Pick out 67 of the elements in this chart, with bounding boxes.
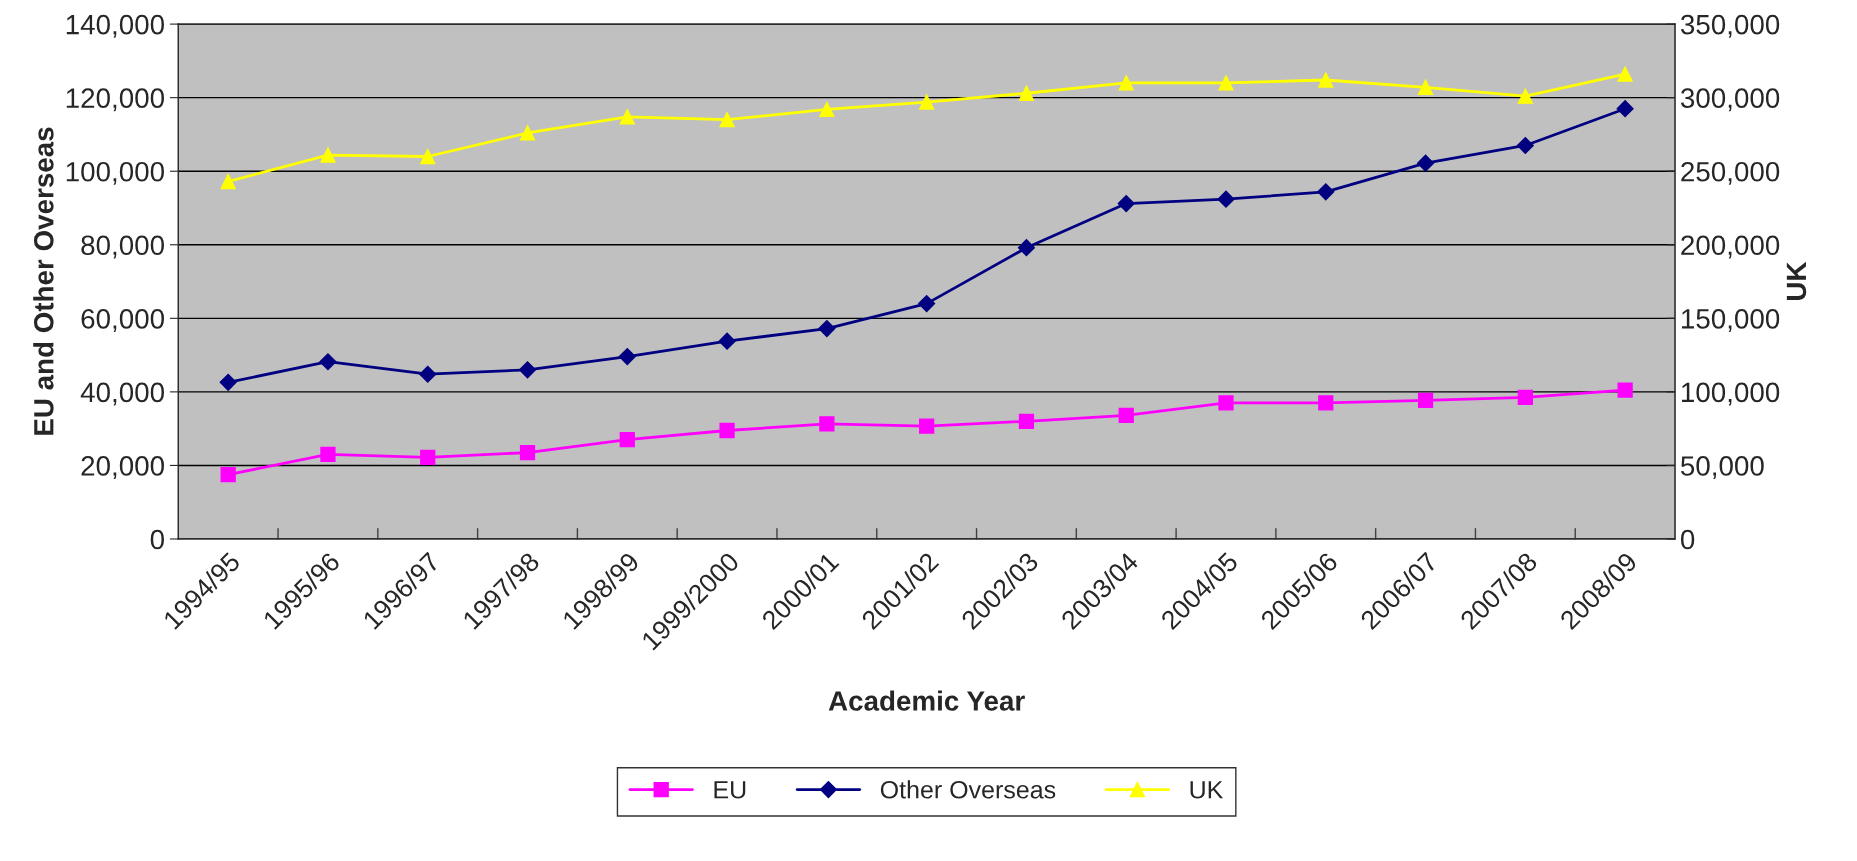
point	[919, 94, 935, 110]
y-tick-label: 120,000	[66, 88, 164, 112]
point	[918, 295, 936, 313]
point	[420, 449, 436, 465]
point	[719, 422, 735, 439]
y2-axis-title: UK	[1786, 261, 1807, 300]
point	[819, 416, 835, 432]
point	[819, 101, 835, 118]
y-tick-label: 80,000	[81, 235, 164, 259]
point	[618, 348, 636, 366]
point	[419, 365, 437, 383]
point	[818, 320, 836, 338]
point	[1417, 392, 1434, 408]
point	[1118, 75, 1134, 91]
y-axis-title: EU and Other Overseas	[33, 127, 54, 435]
point	[220, 173, 236, 190]
point	[719, 112, 735, 128]
point	[320, 147, 336, 163]
y2-tick-label: 350,000	[1680, 14, 1780, 38]
legend-label: EU	[714, 781, 746, 799]
point	[1516, 136, 1534, 155]
y-tick-label: 40,000	[80, 382, 164, 406]
point	[319, 353, 337, 371]
y-tick-label: 0	[150, 529, 164, 550]
y-tick-label: 60,000	[81, 308, 164, 332]
x-axis-title: Academic Year	[828, 690, 1025, 711]
point	[1317, 183, 1335, 201]
point	[518, 361, 537, 379]
y2-tick-label: 200,000	[1681, 235, 1780, 259]
point	[1117, 195, 1135, 213]
point	[219, 373, 237, 391]
point	[1217, 190, 1235, 208]
y2-tick-label: 250,000	[1681, 161, 1780, 185]
point	[1517, 88, 1533, 104]
point	[519, 125, 536, 141]
point	[1617, 382, 1633, 398]
point	[1218, 75, 1234, 91]
y2-tick-label: 0	[1680, 529, 1695, 550]
y-tick-label: 20,000	[81, 456, 164, 480]
point	[1218, 395, 1234, 411]
y2-tick-label: 150,000	[1681, 308, 1780, 332]
point	[1617, 66, 1633, 82]
point	[1616, 100, 1634, 118]
legend-label: UK	[1190, 781, 1224, 799]
point	[1417, 79, 1434, 96]
y-tick-label: 140,000	[66, 14, 164, 38]
point	[220, 466, 236, 483]
point	[619, 432, 635, 448]
point	[1517, 389, 1533, 406]
y-tick-label: 100,000	[66, 161, 164, 185]
y2-tick-label: 300,000	[1680, 88, 1780, 112]
point	[619, 109, 635, 125]
point	[1018, 413, 1035, 429]
point	[1017, 239, 1035, 257]
point	[1417, 154, 1435, 172]
point	[1318, 72, 1334, 88]
y2-tick-label: 50,000	[1680, 456, 1764, 480]
point	[420, 148, 436, 165]
legend-label: Other Overseas	[880, 780, 1056, 799]
point	[320, 446, 336, 463]
point	[1318, 395, 1334, 411]
point	[919, 418, 935, 434]
point	[1018, 85, 1035, 101]
point	[1118, 407, 1134, 424]
point	[718, 332, 736, 350]
y2-tick-label: 100,000	[1681, 382, 1780, 406]
point	[519, 444, 536, 461]
